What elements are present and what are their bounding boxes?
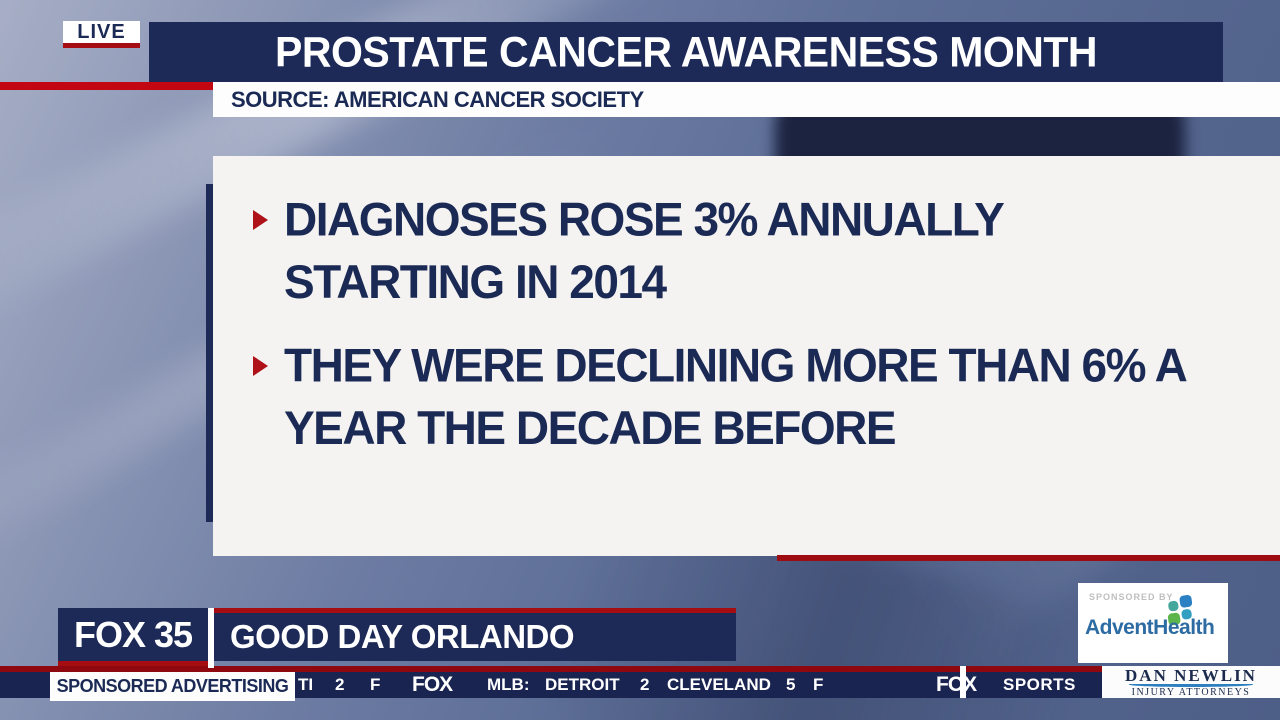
ticker-item: CLEVELAND — [667, 675, 771, 694]
headline-banner: PROSTATE CANCER AWARENESS MONTH — [149, 22, 1223, 82]
bullet-item: THEY WERE DECLINING MORE THAN 6% A YEAR … — [253, 336, 1280, 458]
station-logo-text: FOX 35 — [73, 613, 193, 655]
top-red-accent-line — [0, 82, 213, 90]
bullet-triangle-icon — [253, 356, 268, 376]
bullet-text: DIAGNOSES ROSE 3% ANNUALLY STARTING IN 2… — [284, 192, 1005, 309]
ticker-item: TI — [298, 675, 314, 694]
ticker-item: 5 — [786, 675, 796, 694]
sponsored-by-label: SPONSORED BY — [1089, 592, 1174, 602]
ticker-white-divider — [960, 666, 966, 698]
ticker-label-text: SPONSORED ADVERTISING — [56, 676, 289, 696]
ticker-item: DETROIT — [545, 675, 620, 694]
bullet-item: DIAGNOSES ROSE 3% ANNUALLY STARTING IN 2… — [253, 190, 1280, 312]
source-text: SOURCE: AMERICAN CANCER SOCIETY — [231, 86, 644, 112]
live-badge-label: LIVE — [77, 21, 126, 43]
card-left-accent-bar — [206, 184, 213, 522]
lower-third-divider — [208, 608, 214, 668]
dan-newlin-ad: DAN NEWLIN INJURY ATTORNEYS — [1102, 666, 1280, 698]
station-logo-red-bar — [58, 661, 208, 667]
ticker-item: F — [370, 675, 381, 694]
live-badge: LIVE — [63, 21, 140, 48]
ticker-item: 2 — [335, 675, 345, 694]
bullet-text: THEY WERE DECLINING MORE THAN 6% A YEAR … — [284, 338, 1188, 455]
dan-newlin-swoosh — [1129, 684, 1253, 687]
card-bottom-red-line — [777, 555, 1280, 561]
sponsor-box: SPONSORED BY AdventHealth — [1078, 583, 1228, 663]
dan-newlin-name: DAN NEWLIN — [1125, 666, 1257, 685]
adventhealth-logo: AdventHealth — [1085, 616, 1215, 639]
source-strip: SOURCE: AMERICAN CANCER SOCIETY — [213, 82, 1280, 117]
ticker-item: F — [813, 675, 824, 694]
show-title: GOOD DAY ORLANDO — [230, 618, 575, 655]
headline-title: PROSTATE CANCER AWARENESS MONTH — [275, 27, 1098, 76]
ticker-item: MLB: — [487, 675, 530, 694]
ticker-item: 2 — [640, 675, 650, 694]
show-title-banner: GOOD DAY ORLANDO — [214, 608, 736, 661]
ticker-label-box: SPONSORED ADVERTISING — [50, 672, 295, 701]
fox-logo-text: FOX — [412, 673, 453, 696]
content-card: DIAGNOSES ROSE 3% ANNUALLY STARTING IN 2… — [213, 156, 1280, 556]
fox-logo-text: FOX — [936, 673, 977, 696]
ticker-red-line — [0, 666, 1280, 672]
dan-newlin-tagline: INJURY ATTORNEYS — [1131, 687, 1251, 698]
station-logo: FOX 35 — [58, 608, 208, 661]
ticker-sports-label: SPORTS — [1003, 675, 1076, 694]
bullet-triangle-icon — [253, 210, 268, 230]
